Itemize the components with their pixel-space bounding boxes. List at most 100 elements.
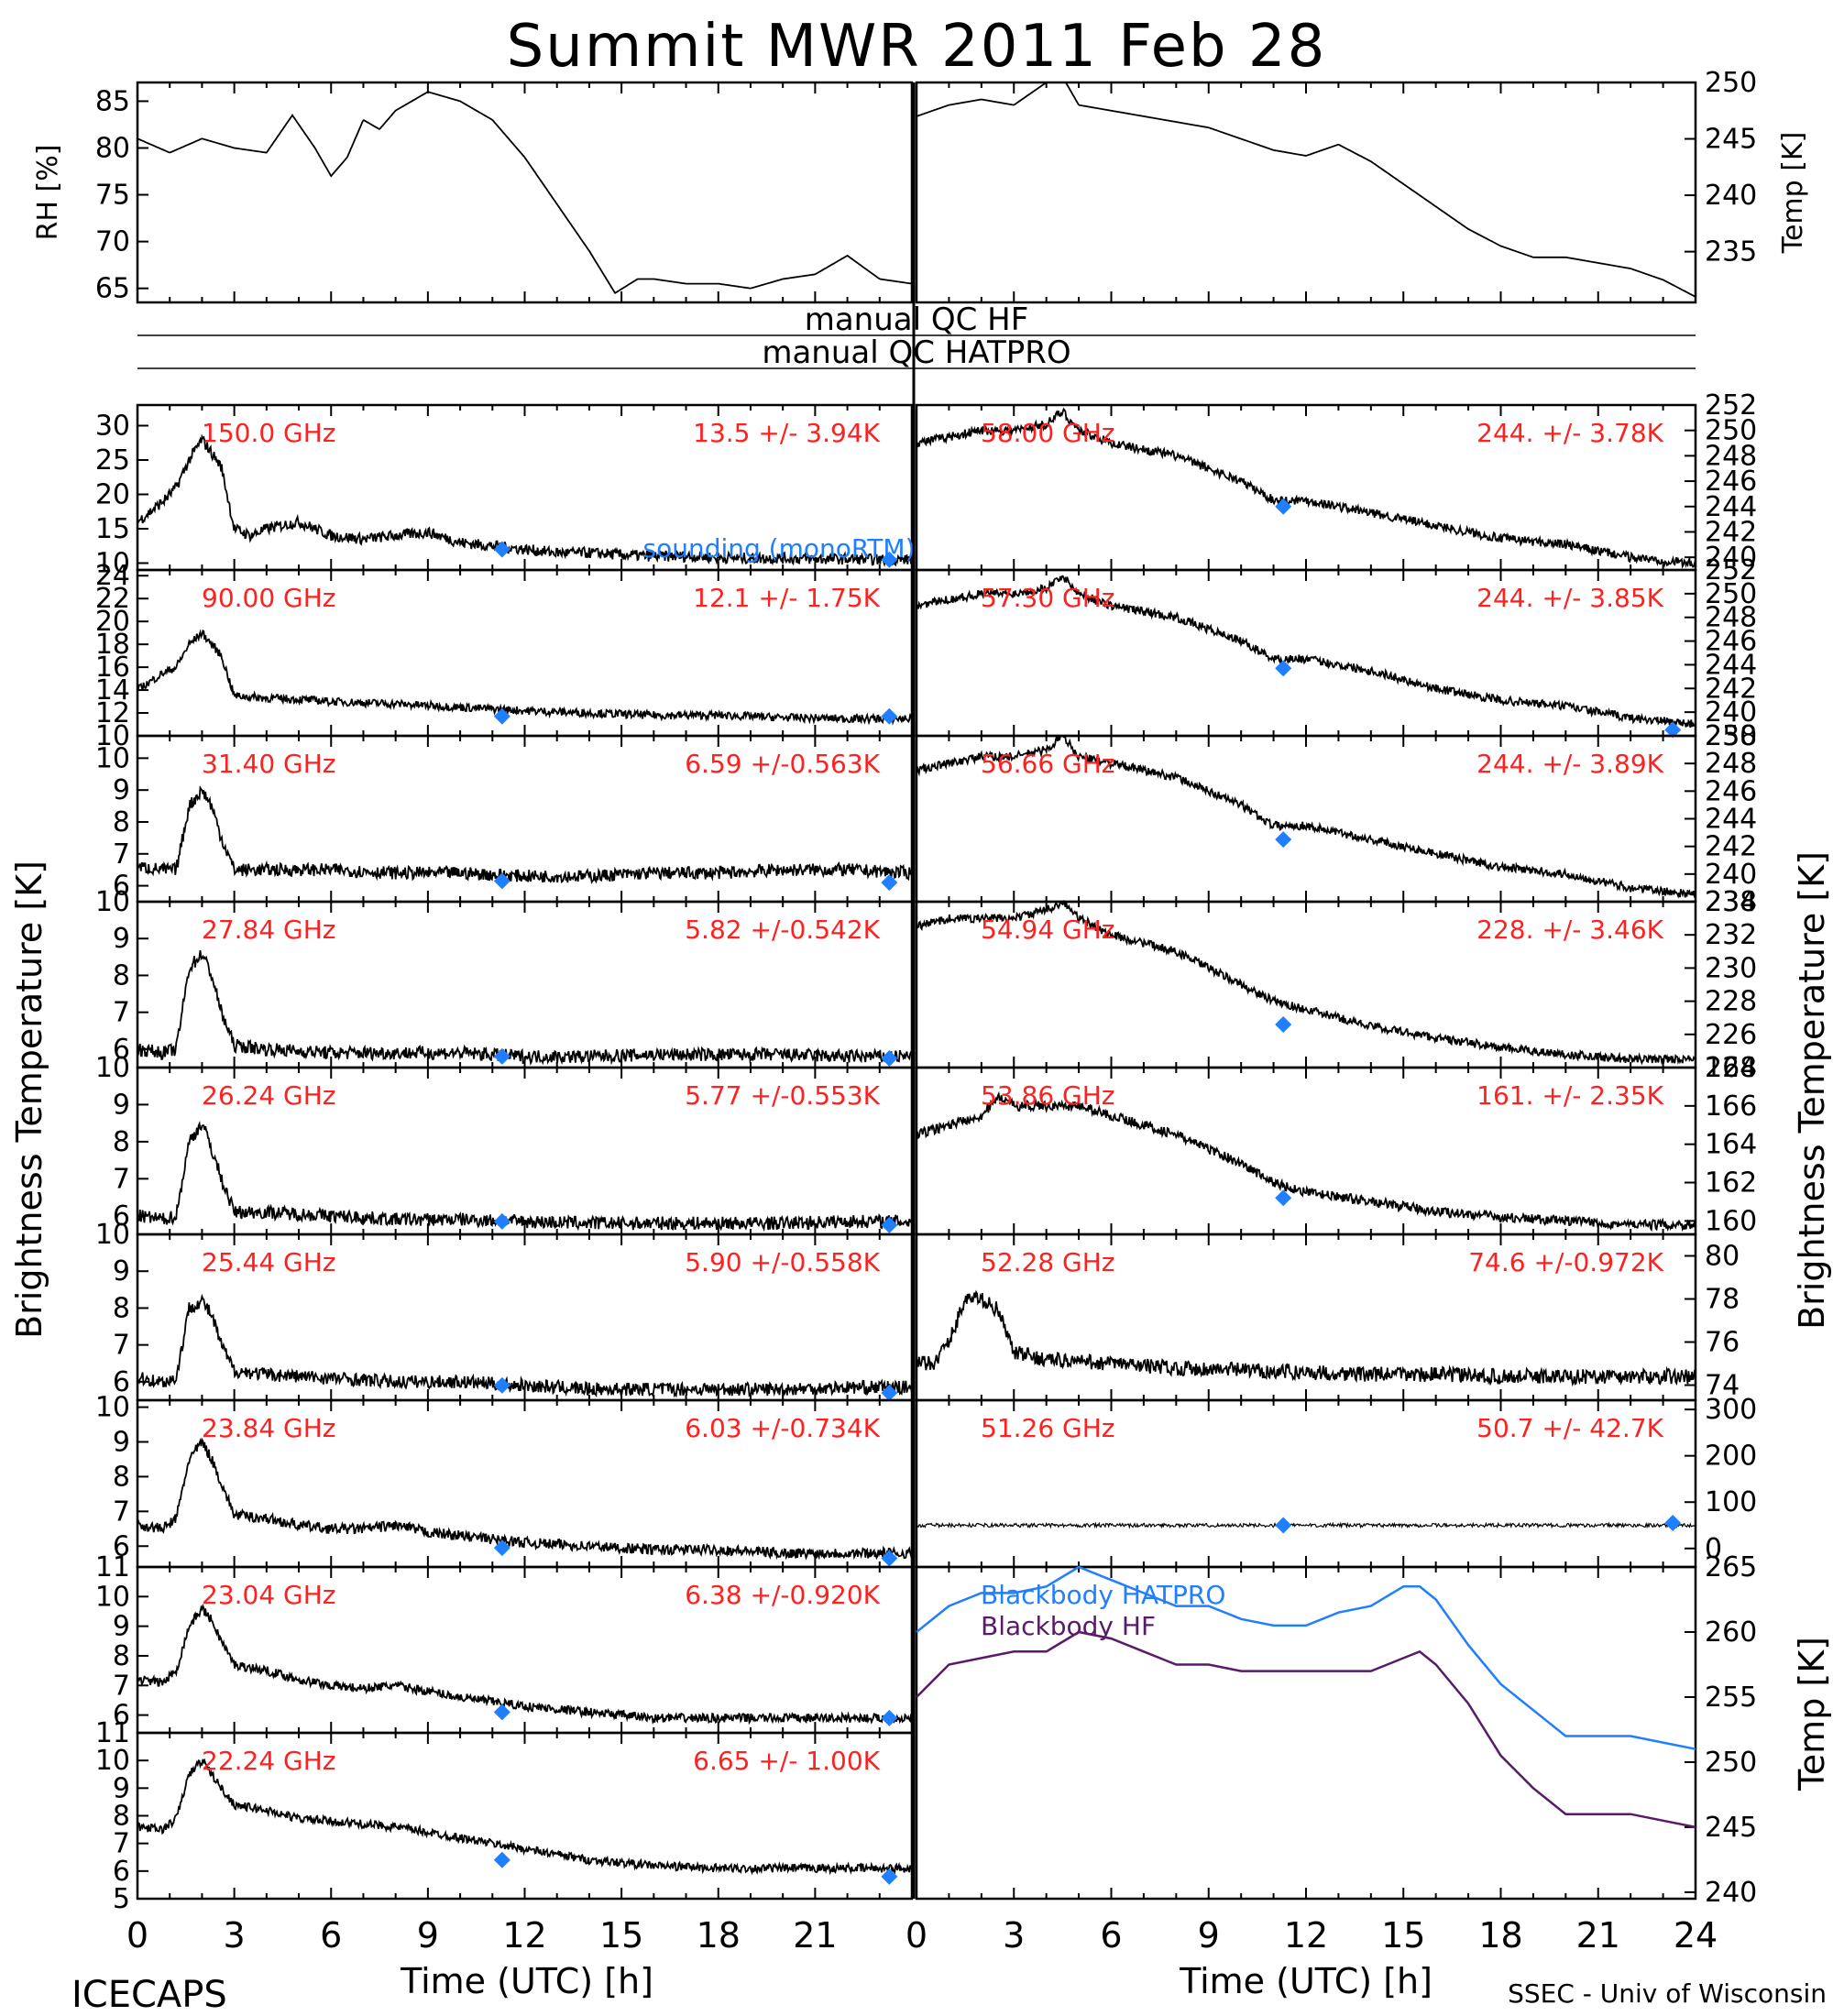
figure-title: Summit MWR 2011 Feb 28 <box>507 13 1327 81</box>
rh-frame <box>136 81 914 304</box>
hf_27-sounding-point <box>493 1047 510 1065</box>
hf_22-ytick-label: 11 <box>95 1717 130 1749</box>
hf_23_04-stats-label: 6.38 +/-0.920K <box>685 1580 880 1610</box>
hp_51-trace <box>916 1521 1696 1529</box>
hp_53-stats-label: 161. +/- 2.35K <box>1476 1080 1663 1111</box>
hp_58-stats-label: 244. +/- 3.78K <box>1476 418 1663 448</box>
hp_54-sounding-point <box>1275 1015 1292 1033</box>
hf_90-stats-label: 12.1 +/- 1.75K <box>693 583 880 613</box>
hf_90-ytick-label: 20 <box>95 606 130 638</box>
blackbody-ytick-label: 260 <box>1705 1616 1757 1649</box>
hp_53-sounding-point <box>1275 1189 1292 1207</box>
hf_27-ytick-label: 7 <box>113 997 130 1029</box>
hf_26-ytick-label: 10 <box>95 1052 130 1084</box>
hf_26-ytick-label: 6 <box>113 1200 130 1233</box>
hp_58-ytick-label: 248 <box>1705 440 1757 472</box>
hf_90-channel-label: 90.00 GHz <box>202 583 336 613</box>
hf_26-ytick-label: 9 <box>113 1089 130 1121</box>
hf_23_04-ytick-label: 8 <box>113 1640 130 1672</box>
temp-top-label: Temp [K] <box>1777 132 1809 255</box>
hf_26-panel: 6 7 8 9 10 26.24 GHz 5.77 +/-0.553K <box>95 1052 914 1236</box>
hp_52-channel-label: 52.28 GHz <box>981 1247 1115 1277</box>
hp_58-ytick-label: 250 <box>1705 415 1757 447</box>
hp_52-ytick-label: 80 <box>1705 1241 1740 1273</box>
time-tick-left: 15 <box>599 1915 643 1956</box>
hp_57-stats-label: 244. +/- 3.85K <box>1476 583 1663 613</box>
hp_56-ytick-label: 240 <box>1705 859 1757 891</box>
footer-right: SSEC - Univ of Wisconsin <box>1508 1978 1827 2009</box>
hp_57-sounding-point <box>1664 721 1682 739</box>
hf_150-sounding-point <box>493 541 510 558</box>
time-tick-right: 3 <box>1003 1915 1025 1956</box>
hp_57-ytick-label: 244 <box>1705 649 1757 681</box>
hf_23_04-ytick-label: 7 <box>113 1670 130 1702</box>
hp_53-trace <box>916 1090 1696 1233</box>
hf_31-sounding-point <box>881 874 898 892</box>
hf_27-ytick-label: 10 <box>95 886 130 918</box>
hf_150-sounding-point <box>881 551 898 568</box>
time-tick-left: 6 <box>320 1915 342 1956</box>
hf_23_04-sounding-point <box>493 1704 510 1721</box>
blackbody-ytick-label: 245 <box>1705 1812 1757 1844</box>
hp_54-stats-label: 228. +/- 3.46K <box>1476 915 1663 945</box>
rh-ytick-label: 85 <box>95 85 130 117</box>
hf_23-ytick-label: 9 <box>113 1427 130 1459</box>
hp_57-trace <box>916 575 1696 729</box>
hf_26-ytick-label: 8 <box>113 1126 130 1158</box>
hp_58-ytick-label: 246 <box>1705 466 1757 498</box>
hp_57-ytick-label: 240 <box>1705 696 1757 729</box>
hf_23-sounding-point <box>493 1539 510 1557</box>
temp_air-trace <box>916 82 1696 298</box>
hp_57-ytick-label: 246 <box>1705 626 1757 658</box>
hp_51-panel: 0 100 200 300 51.26 GHz 50.7 +/- 42.7K <box>915 1394 1757 1569</box>
hf_25-sounding-point <box>493 1376 510 1394</box>
hp_58-ytick-label: 240 <box>1705 542 1757 574</box>
rh-ytick-label: 80 <box>95 132 130 164</box>
hf_90-ytick-label: 24 <box>95 560 130 592</box>
hp_58-ytick-label: 242 <box>1705 516 1757 548</box>
hf_23_04-ytick-label: 6 <box>113 1700 130 1732</box>
hp_58-trace <box>916 407 1696 569</box>
hf_31-ytick-label: 9 <box>113 774 130 806</box>
hf_23_04-sounding-point <box>881 1709 898 1726</box>
hp_57-ytick-label: 250 <box>1705 578 1757 610</box>
hp_54-ytick-label: 224 <box>1705 1052 1757 1084</box>
hp_51-ytick-label: 200 <box>1705 1441 1757 1473</box>
time-right-label: Time (UTC) [h] <box>1179 1961 1432 2001</box>
rh-trace <box>137 91 913 295</box>
hf_23-ytick-label: 10 <box>95 1392 130 1424</box>
temp_air-panel: 235 240 245 250 <box>915 67 1757 304</box>
hp_54-ytick-label: 230 <box>1705 952 1757 984</box>
hp_56-ytick-label: 242 <box>1705 831 1757 863</box>
hp_53-ytick-label: 166 <box>1705 1090 1757 1123</box>
hf_26-ytick-label: 7 <box>113 1163 130 1195</box>
hf_22-ytick-label: 10 <box>95 1745 130 1777</box>
hp_51-ytick-label: 100 <box>1705 1486 1757 1518</box>
hf_27-trace <box>137 949 913 1066</box>
rh-ytick-label: 75 <box>95 180 130 212</box>
hp_56-ytick-label: 248 <box>1705 748 1757 780</box>
time-tick-right: 9 <box>1198 1915 1220 1956</box>
time-tick-left: 9 <box>417 1915 439 1956</box>
hf_23_04-ytick-label: 10 <box>95 1581 130 1613</box>
hf_25-ytick-label: 9 <box>113 1255 130 1287</box>
hp_51-ytick-label: 0 <box>1705 1533 1722 1565</box>
hf_31-ytick-label: 7 <box>113 838 130 871</box>
hf_31-stats-label: 6.59 +/-0.563K <box>685 749 880 779</box>
hp_56-ytick-label: 238 <box>1705 886 1757 918</box>
hf_22-trace <box>137 1758 913 1876</box>
hf_25-ytick-label: 8 <box>113 1292 130 1324</box>
hp_52-stats-label: 74.6 +/-0.972K <box>1468 1247 1663 1277</box>
hf_90-ytick-label: 10 <box>95 720 130 752</box>
hf_26-sounding-point <box>493 1212 510 1230</box>
blackbody-series-1 <box>916 1630 1696 1829</box>
hp_54-trace <box>916 899 1696 1066</box>
hp_52-ytick-label: 78 <box>1705 1284 1740 1316</box>
hp_58-ytick-label: 252 <box>1705 389 1757 422</box>
hf_23-trace <box>137 1437 913 1561</box>
hf_150-ytick-label: 20 <box>95 479 130 511</box>
hf_27-ytick-label: 9 <box>113 923 130 955</box>
hf_90-sounding-point <box>493 707 510 725</box>
